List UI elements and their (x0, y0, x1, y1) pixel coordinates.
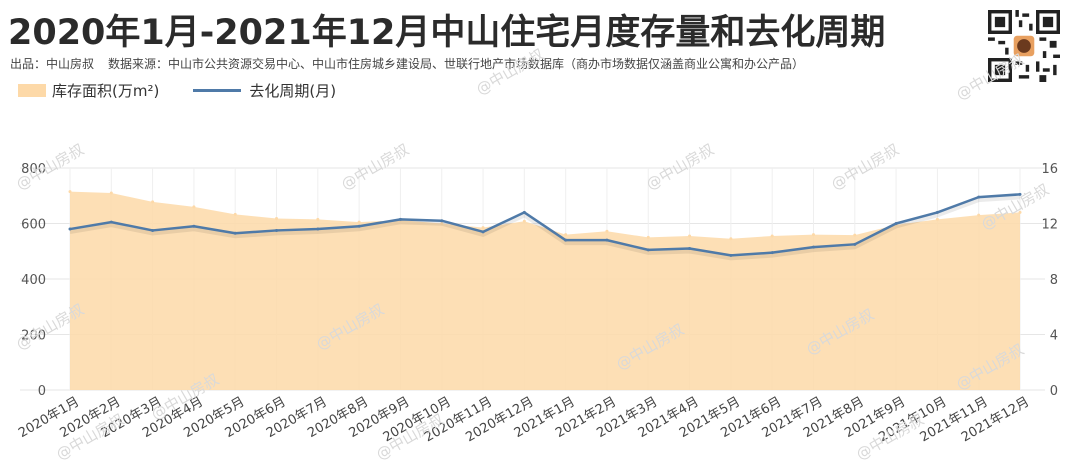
legend-line-label: 去化周期(月) (249, 82, 337, 100)
legend-area-swatch (18, 84, 46, 97)
line-point (770, 251, 774, 255)
line-point (481, 230, 485, 234)
data-source-label: 数据来源：中山市公共资源交易中心、中山市住房城乡建设局、世联行地产市场数据库（商… (108, 57, 805, 71)
y-right-tick-label: 12 (1041, 218, 1058, 233)
area-point (811, 233, 815, 237)
line-point (564, 238, 568, 242)
area-point (977, 213, 981, 217)
y-right-tick-label: 16 (1041, 162, 1058, 177)
line-point (275, 228, 279, 232)
chart-subtitle: 出品：中山房叔 数据来源：中山市公共资源交易中心、中山市住房城乡建设局、世联行地产… (10, 55, 818, 72)
area-point (481, 226, 485, 230)
qr-code-icon (988, 10, 1060, 82)
area-point (1018, 210, 1022, 214)
area-point (192, 205, 196, 209)
line-point (522, 210, 526, 214)
area-point (605, 229, 609, 233)
line-point (977, 195, 981, 199)
line-point (440, 219, 444, 223)
area-series (68, 190, 1022, 390)
line-point (1018, 192, 1022, 196)
line-point (233, 231, 237, 235)
watermark-text: @中山房叔 (473, 45, 547, 98)
line-point (935, 210, 939, 214)
area-point (688, 234, 692, 238)
line-point (729, 253, 733, 257)
y-left-tick-label: 800 (21, 162, 46, 177)
area-point (233, 212, 237, 216)
line-shadow (69, 195, 1021, 261)
line-point (316, 227, 320, 231)
chart-legend: 库存面积(万m²) 去化周期(月) (18, 80, 336, 101)
line-series (68, 192, 1022, 261)
line-point (688, 246, 692, 250)
line-point (894, 222, 898, 225)
line-path (69, 193, 1021, 257)
area-point (151, 200, 155, 204)
line-point (853, 242, 857, 246)
line-point (151, 228, 155, 232)
area-point (729, 237, 733, 241)
line-point (646, 248, 650, 252)
legend-line-swatch (193, 89, 242, 92)
line-point (68, 227, 72, 231)
area-fill (70, 191, 1020, 390)
y-left-tick-label: 200 (21, 329, 46, 344)
watermark-text: @中山房叔 (953, 50, 1027, 103)
area-point (853, 233, 857, 237)
area-point (564, 233, 568, 237)
area-point (316, 217, 320, 221)
y-right-tick-label: 4 (1050, 329, 1058, 344)
line-point (398, 217, 402, 221)
area-point (935, 217, 939, 221)
line-point (192, 224, 196, 228)
legend-area-label: 库存面积(万m²) (52, 82, 160, 100)
watermark-text: @中山房叔 (643, 140, 717, 193)
line-point (811, 245, 815, 249)
area-point (109, 191, 113, 195)
area-point (440, 222, 444, 225)
y-left-tick-label: 400 (21, 273, 46, 288)
y-left-tick-label: 0 (38, 384, 46, 399)
chart-title: 2020年1月-2021年12月中山住宅月度存量和去化周期 (8, 13, 886, 53)
line-point (605, 238, 609, 242)
y-left-tick-label: 600 (21, 218, 46, 233)
line-point (109, 220, 113, 224)
area-point (770, 234, 774, 238)
area-point (522, 219, 526, 223)
watermark-text: @中山房叔 (828, 140, 902, 193)
y-right-tick-label: 8 (1050, 273, 1058, 288)
line-point (357, 224, 361, 228)
publisher-label: 出品：中山房叔 (10, 57, 95, 71)
area-point (68, 190, 72, 194)
area-point (646, 235, 650, 239)
area-point (275, 217, 279, 221)
y-right-tick-label: 0 (1050, 384, 1058, 399)
area-point (357, 220, 361, 224)
